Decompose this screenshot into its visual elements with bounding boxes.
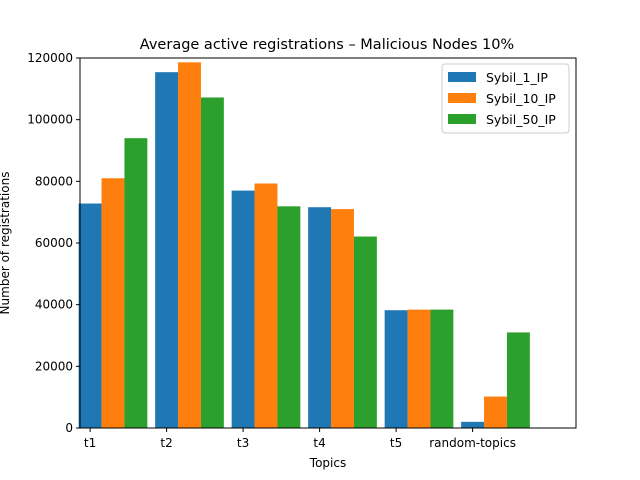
chart-title: Average active registrations – Malicious…	[140, 37, 514, 53]
bar-Sybil_50_IP-t5	[430, 309, 454, 428]
y-axis-label: Number of registrations	[0, 172, 12, 315]
bar-Sybil_10_IP-random-topics	[484, 396, 507, 428]
x-axis-label: Topics	[309, 456, 346, 470]
bar-Sybil_10_IP-t3	[254, 183, 278, 428]
bar-Sybil_10_IP-t4	[331, 209, 354, 428]
y-tick-label: 100000	[27, 113, 73, 127]
legend-label: Sybil_10_IP	[486, 91, 556, 106]
y-tick-label: 40000	[35, 298, 73, 312]
bar-Sybil_10_IP-t5	[407, 309, 431, 428]
x-tick-label: t4	[313, 436, 325, 450]
x-tick-label: t5	[390, 436, 402, 450]
bar-Sybil_50_IP-random-topics	[506, 332, 530, 428]
bar-Sybil_1_IP-t4	[308, 207, 332, 428]
bar-Sybil_1_IP-t3	[231, 190, 255, 428]
bar-Sybil_1_IP-t5	[384, 310, 408, 428]
x-tick-label: t3	[237, 436, 249, 450]
bar-Sybil_1_IP-random-topics	[461, 421, 485, 428]
legend-swatch	[448, 93, 476, 103]
legend-swatch	[448, 72, 476, 82]
plot-area	[78, 62, 530, 429]
bar-Sybil_10_IP-t1	[101, 178, 125, 428]
x-axis: t1 t2 t3 t4 t5 random-topics	[84, 428, 516, 450]
y-tick-label: 0	[65, 421, 73, 435]
bar-Sybil_50_IP-t4	[353, 236, 377, 428]
y-axis: 0 20000 40000 60000 80000 100000 120000	[27, 51, 80, 435]
legend-swatch	[448, 114, 476, 124]
legend-label: Sybil_1_IP	[486, 70, 548, 85]
x-tick-label: t1	[84, 436, 96, 450]
y-tick-label: 120000	[27, 51, 73, 65]
bar-Sybil_50_IP-t1	[124, 138, 148, 428]
bar-Sybil_10_IP-t2	[178, 62, 201, 429]
bar-Sybil_50_IP-t3	[277, 206, 301, 428]
y-tick-label: 20000	[35, 359, 73, 373]
legend: Sybil_1_IP Sybil_10_IP Sybil_50_IP	[441, 63, 570, 134]
bar-Sybil_1_IP-t2	[155, 72, 179, 428]
bar-Sybil_50_IP-t2	[200, 97, 224, 428]
legend-label: Sybil_50_IP	[486, 112, 556, 127]
x-tick-label: t2	[160, 436, 172, 450]
x-tick-label: random-topics	[429, 436, 516, 450]
y-tick-label: 60000	[35, 236, 73, 250]
bar-Sybil_1_IP-t1	[78, 203, 102, 428]
y-tick-label: 80000	[35, 174, 73, 188]
